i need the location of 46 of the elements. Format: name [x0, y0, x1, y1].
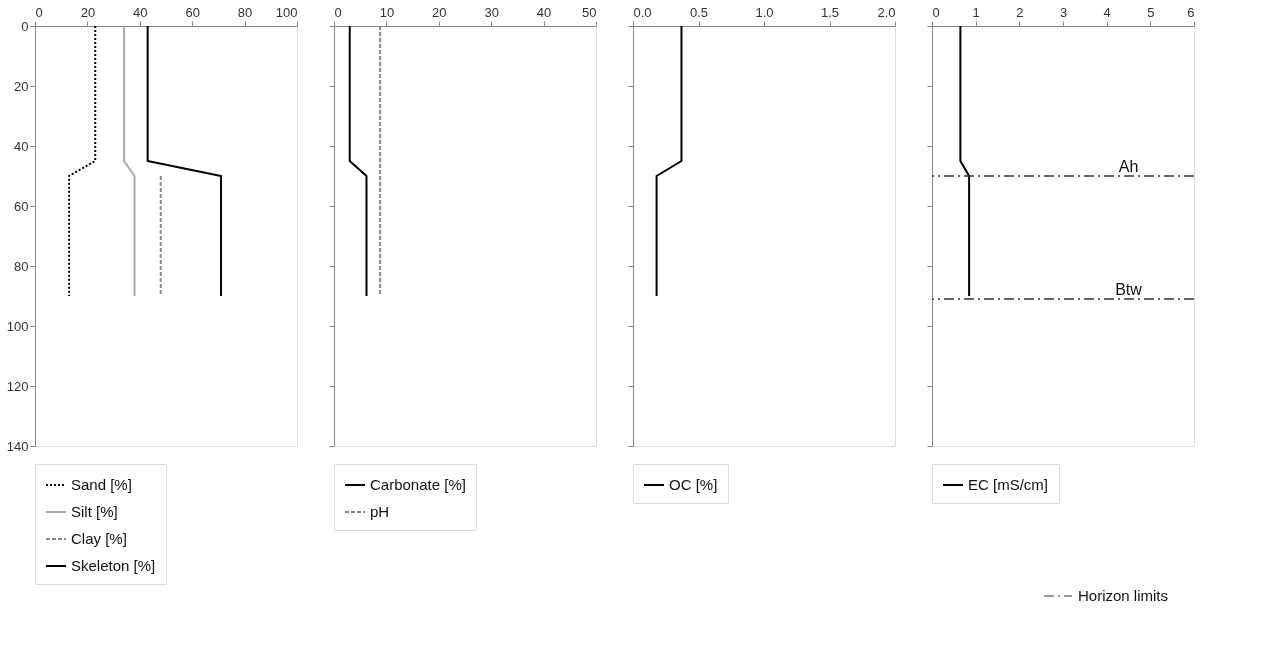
legend-label: Sand [%]	[71, 476, 132, 493]
line-series	[68, 25, 97, 297]
text: Horizon limits	[1078, 587, 1169, 604]
y-tick-label: 60	[14, 198, 29, 214]
x-tick-label: 1	[972, 4, 980, 20]
legend-label: Clay [%]	[71, 530, 127, 547]
ref-line-label: Btw	[1115, 281, 1143, 298]
x-tick-label: 10	[379, 4, 395, 20]
x-tick-label: 40	[536, 4, 552, 20]
x-tick-label: 0	[932, 4, 940, 20]
x-tick-label: 20	[432, 4, 447, 20]
x-tick-label: 6	[1187, 4, 1195, 20]
y-tick-label: 40	[14, 138, 29, 154]
x-tick-label: 4	[1103, 4, 1111, 20]
y-tick-label: 100	[6, 318, 29, 334]
y-tick-label: 140	[6, 438, 29, 454]
line-series	[123, 25, 136, 297]
y-tick-label: 80	[14, 258, 29, 274]
y-tick-label: 20	[14, 78, 29, 94]
x-tick-label: 3	[1059, 4, 1068, 20]
legend-label: OC [%]	[669, 476, 718, 493]
x-tick-label: 30	[484, 4, 499, 20]
x-tick-label: 0.0	[633, 4, 652, 20]
line-series	[146, 25, 223, 297]
x-tick-label: 1.5	[820, 4, 840, 20]
legend-label: Skeleton [%]	[71, 557, 156, 574]
x-tick-label: 0.5	[689, 4, 709, 20]
x-tick-label: 2	[1016, 4, 1024, 20]
x-tick-label: 20	[80, 4, 96, 20]
x-tick-label: 60	[185, 4, 200, 20]
x-tick-label: 40	[133, 4, 148, 20]
x-tick-label: 0	[35, 4, 43, 20]
x-tick-label: 50	[582, 4, 597, 20]
x-tick-label: 80	[237, 4, 253, 20]
x-tick-label: 5	[1147, 4, 1155, 20]
x-tick-label: 100	[275, 4, 298, 20]
legend-label: pH	[370, 503, 390, 520]
x-tick-label: 0	[334, 4, 342, 20]
legend-label: Silt [%]	[71, 503, 118, 520]
legend-label: Carbonate [%]	[370, 476, 466, 493]
x-tick-label: 1.0	[755, 4, 774, 20]
x-tick-label: 2.0	[877, 4, 896, 20]
ref-line-label: Ah	[1118, 158, 1139, 175]
legend-label: EC [mS/cm]	[968, 476, 1049, 493]
y-tick-label: 120	[6, 378, 29, 394]
y-tick-label: 0	[21, 18, 29, 34]
